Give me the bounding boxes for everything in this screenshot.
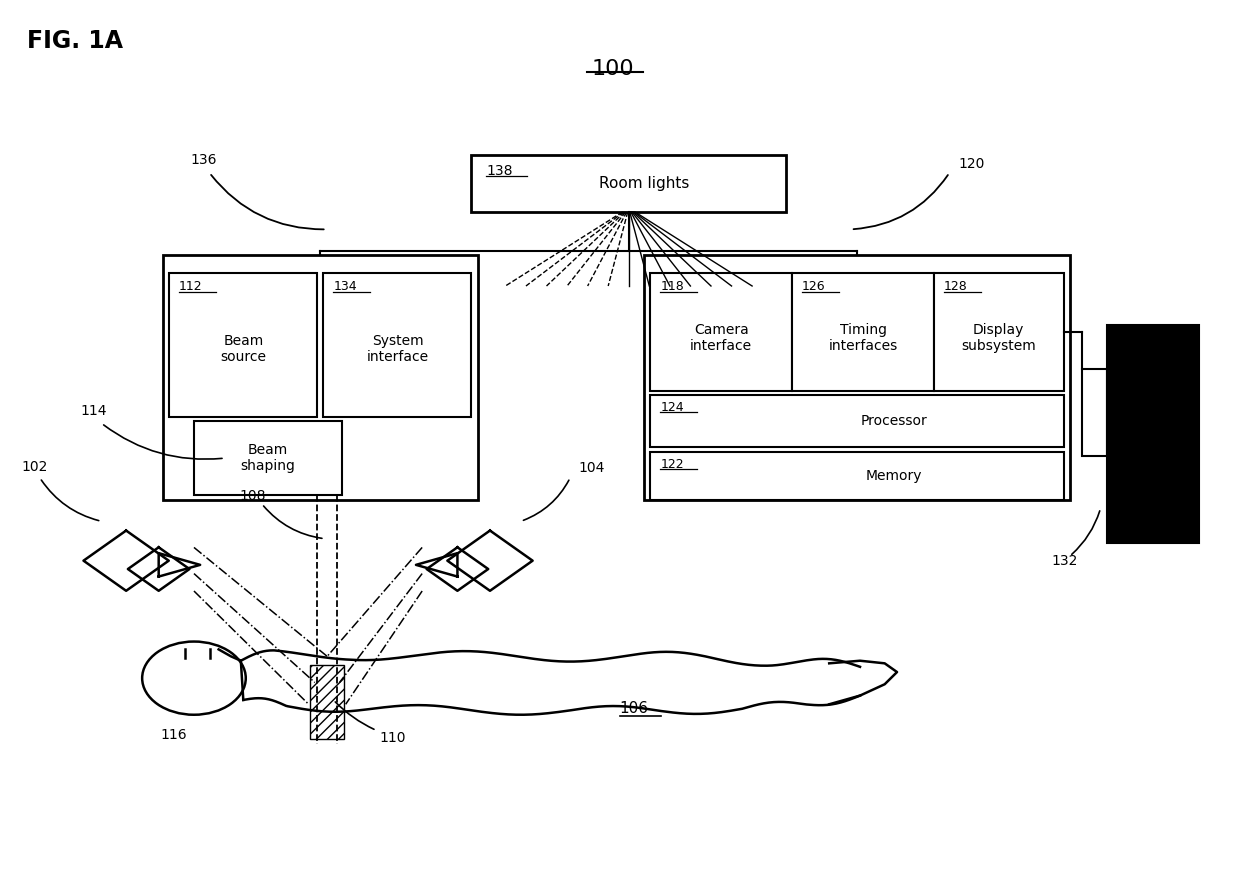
Bar [164, 255, 478, 500]
Bar [323, 273, 472, 417]
Bar [1106, 325, 1199, 543]
Bar [650, 395, 1063, 447]
Text: 134: 134 [333, 280, 357, 293]
Bar [1082, 369, 1106, 456]
Text: 106: 106 [620, 701, 648, 716]
Bar [472, 155, 786, 212]
Text: System
interface: System interface [367, 334, 429, 364]
Text: 118: 118 [660, 280, 684, 293]
Text: 104: 104 [579, 460, 605, 474]
Text: 130: 130 [1113, 384, 1139, 398]
Text: Room lights: Room lights [600, 176, 690, 191]
Bar [792, 273, 934, 390]
Bar [195, 421, 342, 496]
Bar [934, 273, 1063, 390]
Text: 128: 128 [944, 280, 968, 293]
Text: FIG. 1A: FIG. 1A [27, 29, 124, 53]
Text: 132: 132 [1051, 554, 1078, 568]
Text: Processor: Processor [861, 414, 927, 428]
Text: Beam
shaping: Beam shaping [240, 443, 295, 474]
Text: 102: 102 [21, 460, 47, 474]
Circle shape [142, 642, 245, 715]
Text: Timing
interfaces: Timing interfaces [829, 323, 898, 353]
Text: Memory: Memory [866, 468, 922, 482]
Text: Camera
interface: Camera interface [690, 323, 752, 353]
Text: 110: 110 [379, 731, 405, 745]
Text: 120: 120 [958, 157, 985, 171]
Text: 116: 116 [161, 728, 187, 742]
Text: 124: 124 [660, 401, 684, 414]
Bar [170, 273, 317, 417]
Bar [644, 255, 1069, 500]
Text: 126: 126 [802, 280, 825, 293]
Text: 112: 112 [180, 280, 203, 293]
Text: 136: 136 [191, 153, 217, 167]
Bar [650, 273, 792, 390]
Bar [650, 452, 1063, 500]
Text: Display
subsystem: Display subsystem [961, 323, 1036, 353]
Text: 138: 138 [486, 164, 513, 178]
Text: 122: 122 [660, 458, 684, 471]
Text: 100: 100 [592, 60, 634, 80]
Text: Beam
source: Beam source [221, 334, 266, 364]
Text: 108: 108 [239, 488, 266, 503]
Text: 114: 114 [81, 403, 107, 417]
Bar [310, 665, 344, 739]
